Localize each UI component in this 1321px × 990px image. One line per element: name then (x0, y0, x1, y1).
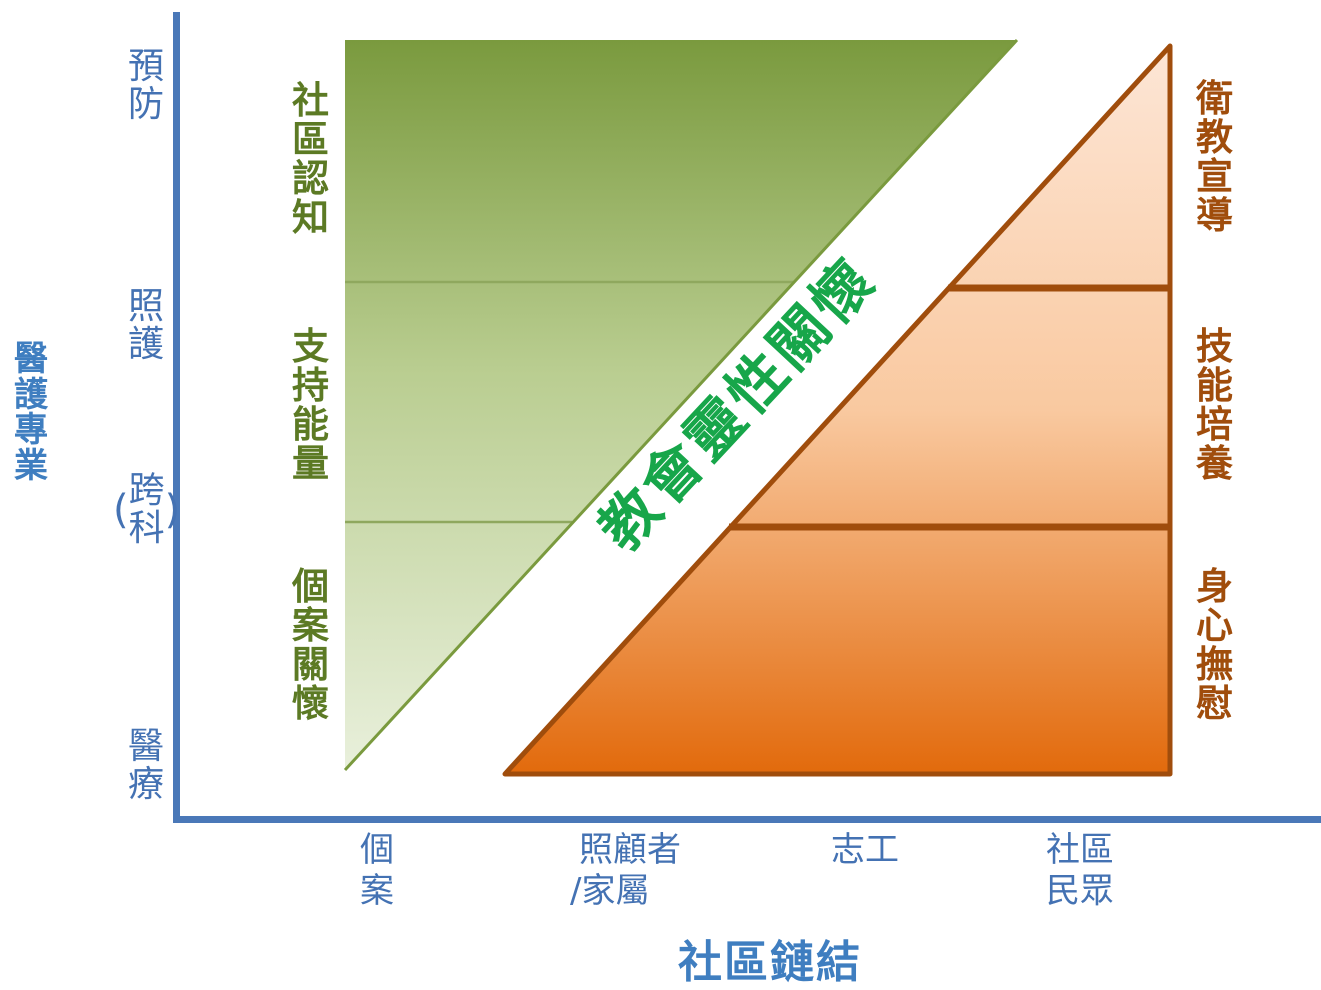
y-tick-medical: 醫 療 (128, 726, 165, 805)
green-hypotenuse (343, 38, 1019, 772)
y-tick-cross-discipline: ( 跨 科 ) (113, 470, 181, 549)
orange-layer-label-emotional-comfort: 身 心 撫 慰 (1196, 565, 1233, 725)
orange-layer-label-health-education: 衛 教 宣 導 (1196, 77, 1233, 237)
x-tick-individual: 個 案 (360, 830, 394, 911)
y-tick-care: 照 護 (128, 286, 165, 365)
y-tick-prevention: 預 防 (128, 46, 165, 125)
y-axis-title: 醫 護 專 業 (14, 339, 48, 487)
green-layer-label-community-awareness: 社 區 認 知 (292, 79, 329, 239)
y-axis-line (173, 12, 180, 822)
x-axis-line (173, 816, 1321, 823)
orange-triangle (502, 43, 1173, 777)
green-layer-label-case-care: 個 案 關 懷 (292, 565, 329, 725)
x-tick-volunteer: 志工 (831, 830, 899, 870)
x-tick-caregiver: 照顧者 /家屬 (570, 830, 681, 911)
x-tick-community: 社區 民眾 (1046, 830, 1114, 911)
orange-layer-label-skill-training: 技 能 培 養 (1196, 325, 1233, 485)
x-axis-title: 社區鏈結 (678, 937, 862, 988)
green-layer-label-support-energy: 支 持 能 量 (292, 325, 329, 485)
